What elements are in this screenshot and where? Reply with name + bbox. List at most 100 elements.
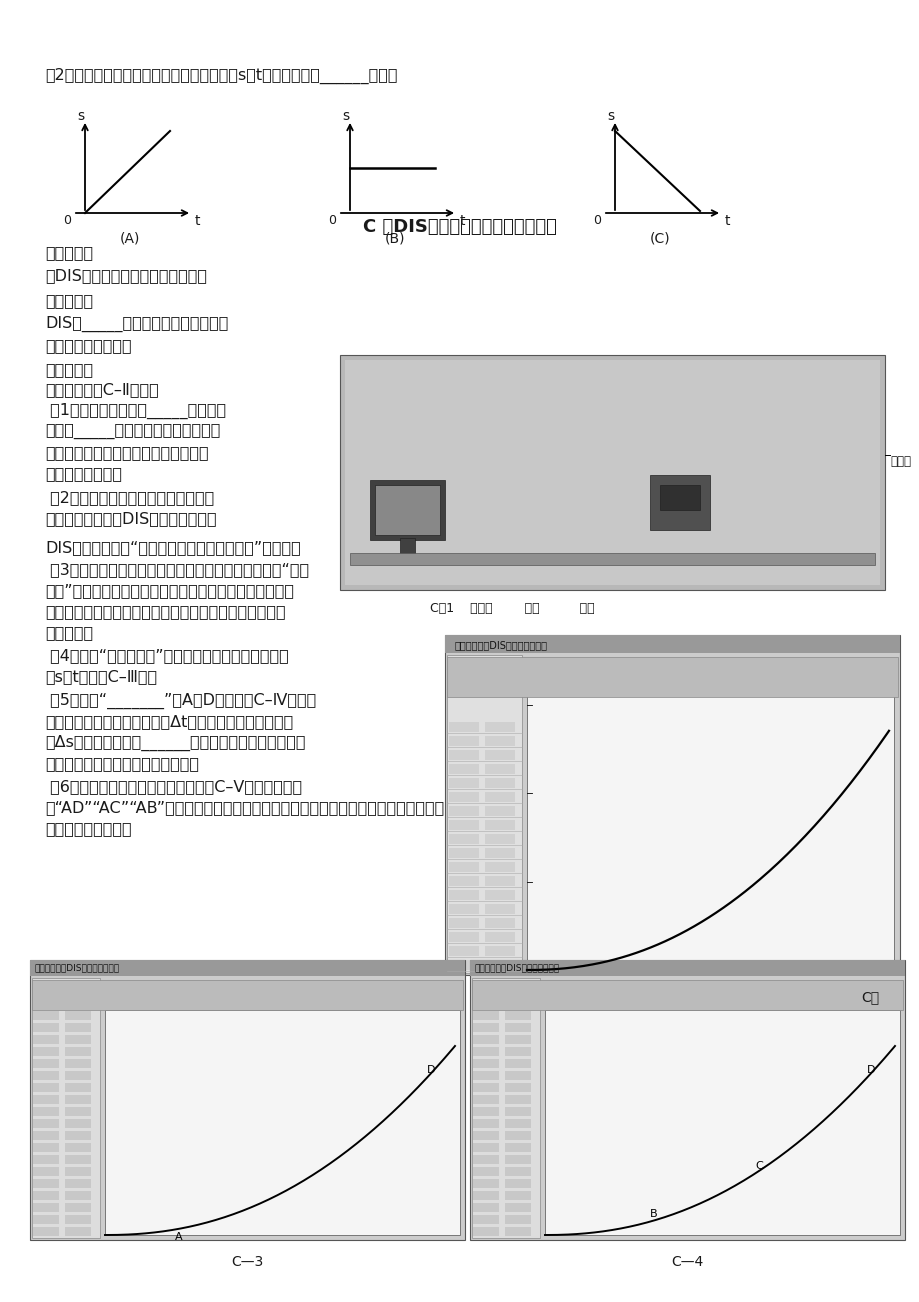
Bar [448, 960, 479, 970]
Bar [65, 1191, 91, 1200]
Bar [472, 1118, 498, 1128]
Bar [33, 1118, 59, 1128]
Bar [484, 820, 515, 829]
Bar [30, 960, 464, 1240]
Bar [448, 891, 479, 900]
Bar [349, 553, 874, 565]
Bar [65, 1023, 91, 1032]
Text: 算机）、轨道、小车: 算机）、轨道、小车 [45, 339, 131, 353]
Text: C—4: C—4 [670, 1255, 702, 1269]
Bar [448, 779, 479, 788]
Bar [65, 1180, 91, 1187]
Bar [448, 876, 479, 885]
Text: D: D [426, 1065, 435, 1074]
Text: （3）将位移传感器的发射器与接收器正对放置，点击“开始: （3）将位移传感器的发射器与接收器正对放置，点击“开始 [45, 562, 309, 577]
Bar [505, 1047, 530, 1056]
Bar [33, 1083, 59, 1092]
Bar [471, 980, 902, 1010]
Bar [472, 1095, 498, 1104]
Bar [448, 764, 479, 773]
Bar [484, 750, 515, 760]
Bar [448, 862, 479, 872]
Text: 与数据采集器相连: 与数据采集器相连 [45, 466, 122, 480]
Bar [472, 1215, 498, 1224]
Text: 实验步骤：: 实验步骤： [45, 362, 93, 378]
Text: 0: 0 [62, 214, 71, 227]
Bar [505, 1226, 530, 1236]
Bar [447, 655, 521, 973]
Bar [472, 1059, 498, 1068]
Bar [484, 723, 515, 732]
Bar [375, 486, 439, 535]
Bar [448, 806, 479, 816]
Bar [472, 1010, 498, 1019]
Text: (B): (B) [384, 230, 404, 245]
Text: C－1    发射器        小车          轨道: C－1 发射器 小车 轨道 [429, 602, 594, 615]
Bar [505, 1180, 530, 1187]
Bar [505, 1023, 530, 1032]
Bar [65, 1047, 91, 1056]
Bar [505, 1083, 530, 1092]
Bar [484, 779, 515, 788]
Bar [380, 557, 435, 562]
Bar [484, 764, 515, 773]
Bar [484, 918, 515, 928]
Bar [470, 960, 904, 1240]
Text: 倾斜，使小车能做匀速直线运动），将: 倾斜，使小车能做匀速直线运动），将 [45, 445, 209, 460]
Text: 实验装置如图C–Ⅱ所示：: 实验装置如图C–Ⅱ所示： [45, 381, 159, 397]
Bar [484, 960, 515, 970]
Bar [472, 1023, 498, 1032]
Bar [472, 1203, 498, 1212]
Bar [505, 1118, 530, 1128]
Bar [505, 1059, 530, 1068]
Bar [484, 835, 515, 844]
Bar [472, 1226, 498, 1236]
Text: （1）将位移传感器的_____固定在小: （1）将位移传感器的_____固定在小 [45, 404, 226, 419]
Bar [650, 475, 709, 530]
Bar [484, 876, 515, 885]
Bar [33, 1035, 59, 1044]
Bar [65, 1203, 91, 1212]
Bar [33, 1010, 59, 1019]
Bar [505, 1215, 530, 1224]
Text: 学生实验：用DIS测定位移和速度: 学生实验：用DIS测定位移和速度 [455, 641, 548, 650]
Bar [484, 806, 515, 816]
Bar [65, 1226, 91, 1236]
Bar [345, 359, 879, 585]
Bar [65, 1059, 91, 1068]
Text: C－: C－ [860, 990, 879, 1004]
Text: 记录”，放开小车使其运动，计算机界面的表格内将出现对: 记录”，放开小车使其运动，计算机界面的表格内将出现对 [45, 583, 294, 598]
Bar [472, 1167, 498, 1176]
Text: 学生实验：用DIS测定位移和速度: 学生实验：用DIS测定位移和速度 [35, 963, 120, 973]
Bar [448, 918, 479, 928]
Bar [505, 1167, 530, 1176]
Text: 中“AD”“AC”“AB”选定为研究区域，观察实验界面下方的速度窗口中显示的数値，并: 中“AD”“AC”“AB”选定为研究区域，观察实验界面下方的速度窗口中显示的数値… [45, 799, 444, 815]
Bar [505, 1107, 530, 1116]
Bar [448, 932, 479, 943]
Bar [470, 960, 904, 976]
Bar [32, 980, 462, 1010]
Text: 化Δs，其斜边的斜率______即为平均速度値。实验界面: 化Δs，其斜边的斜率______即为平均速度値。实验界面 [45, 736, 305, 751]
Bar [544, 1010, 899, 1236]
Text: t: t [195, 214, 200, 228]
Bar [445, 635, 899, 654]
Text: 即s－t图如图C–Ⅲ所示: 即s－t图如图C–Ⅲ所示 [45, 669, 157, 684]
Bar [33, 1215, 59, 1224]
Bar [65, 999, 91, 1008]
Bar [484, 862, 515, 872]
Bar [472, 1191, 498, 1200]
Bar [33, 1095, 59, 1104]
Text: 0: 0 [328, 214, 335, 227]
Bar [447, 658, 897, 697]
Text: (C): (C) [649, 230, 670, 245]
Bar [505, 1010, 530, 1019]
Bar [472, 1035, 498, 1044]
Bar [65, 1107, 91, 1116]
Bar [65, 1167, 91, 1176]
Bar [65, 1072, 91, 1079]
Bar [65, 1155, 91, 1164]
Bar [505, 999, 530, 1008]
Bar [65, 1010, 91, 1019]
Bar [33, 1131, 59, 1141]
Bar [369, 480, 445, 540]
